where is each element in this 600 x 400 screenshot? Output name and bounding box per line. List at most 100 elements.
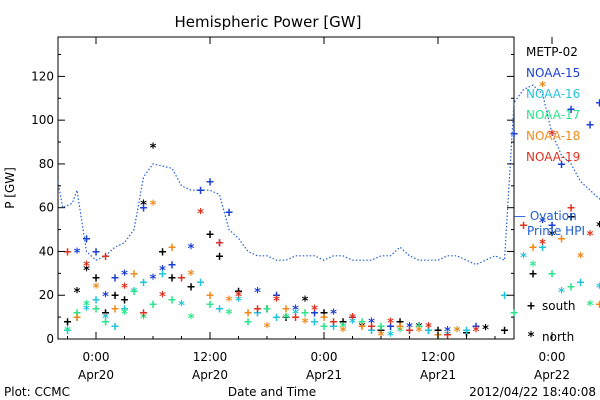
data-point: + <box>235 284 243 299</box>
data-point: * <box>83 303 91 318</box>
data-point: * <box>121 281 129 296</box>
data-point: + <box>149 297 157 312</box>
y-tick-label: 40 <box>39 244 54 258</box>
data-point: + <box>92 245 100 260</box>
data-point: + <box>73 311 81 326</box>
data-point: + <box>349 311 357 326</box>
data-point: * <box>149 141 157 156</box>
data-point: * <box>444 330 452 345</box>
x-tick-date: Apr22 <box>534 368 570 382</box>
data-point: * <box>415 321 423 336</box>
data-point: + <box>377 319 385 334</box>
data-point: + <box>425 324 433 339</box>
series-noaa-19: +*+*+*+*+*+*+*+*+*+*+*+**+*+*+*+* <box>64 128 595 343</box>
legend-entry: NOAA-19 <box>526 150 580 164</box>
data-point: * <box>159 290 167 305</box>
data-point: + <box>140 306 148 321</box>
data-point: + <box>273 289 281 304</box>
legend-entry: NOAA-16 <box>526 87 580 101</box>
data-point: * <box>282 312 290 327</box>
data-point: + <box>444 328 452 343</box>
data-point: * <box>548 229 556 244</box>
data-point: * <box>453 325 461 340</box>
data-point: * <box>387 330 395 345</box>
data-point: * <box>520 251 528 266</box>
data-point: * <box>349 316 357 331</box>
legend-entry: METP-02 <box>526 45 578 59</box>
data-point: + <box>311 306 319 321</box>
data-point: + <box>282 311 290 326</box>
data-point: + <box>64 324 72 339</box>
data-point: * <box>539 238 547 253</box>
y-tick-label: 60 <box>39 201 54 215</box>
data-point: + <box>330 315 338 330</box>
data-point: + <box>102 306 110 321</box>
data-point: * <box>529 260 537 275</box>
data-point: + <box>320 306 328 321</box>
y-tick-label: 0 <box>46 332 54 346</box>
data-point: + <box>558 157 566 172</box>
data-point: + <box>111 302 119 317</box>
data-point: * <box>586 299 594 314</box>
points-layer: +**++++**++++++++*++*++*++*++*+*++*+*++*… <box>64 80 600 345</box>
data-point: * <box>121 308 129 323</box>
data-point: * <box>178 299 186 314</box>
data-point: + <box>434 324 442 339</box>
legend: METP-02 NOAA-15 NOAA-16 NOAA-17 NOAA-18 NOAA-… <box>526 45 580 164</box>
data-point: * <box>339 325 347 340</box>
data-point: + <box>83 232 91 247</box>
data-point: * <box>415 325 423 340</box>
marker-label: north <box>542 330 574 344</box>
ovation-layer <box>57 84 600 266</box>
data-point: * <box>225 295 233 310</box>
data-point: + <box>187 280 195 295</box>
data-point: * <box>387 316 395 331</box>
data-point: * <box>292 303 300 318</box>
data-point: * <box>558 286 566 301</box>
data-point: + <box>396 319 404 334</box>
data-point: + <box>216 236 224 251</box>
chart-title: Hemispheric Power [GW] <box>175 13 362 31</box>
data-point: * <box>235 290 243 305</box>
data-point: + <box>396 315 404 330</box>
series-noaa-17: *+*++*+*++*+*++*++*++*++*+*++*+*+*+* <box>64 260 595 344</box>
data-point: + <box>168 293 176 308</box>
data-point: + <box>320 311 328 326</box>
data-point: * <box>349 312 357 327</box>
data-point: * <box>92 281 100 296</box>
x-tick-time: 12:00 <box>421 350 456 364</box>
data-point: + <box>501 289 509 304</box>
data-point: + <box>102 249 110 264</box>
data-point: * <box>102 290 110 305</box>
data-point: + <box>197 276 205 291</box>
data-point: + <box>159 245 167 260</box>
data-point: + <box>463 324 471 339</box>
data-point: * <box>140 198 148 213</box>
data-point: + <box>529 241 537 256</box>
x-axis: 0:00 Apr20 12:00 Apr20 0:00 Apr21 12:00 Apr21 0:… <box>67 37 570 382</box>
data-point: + <box>368 324 376 339</box>
data-point: + <box>377 324 385 339</box>
x-tick-date: Apr20 <box>192 368 228 382</box>
data-point: * <box>64 325 72 340</box>
data-point: + <box>168 258 176 273</box>
data-point: * <box>73 246 81 261</box>
data-point: * <box>235 295 243 310</box>
data-point: + <box>567 280 575 295</box>
data-point: + <box>529 267 537 282</box>
data-point: * <box>539 216 547 231</box>
legend-entry: NOAA-17 <box>526 108 580 122</box>
data-point: * <box>197 207 205 222</box>
data-point: + <box>225 206 233 221</box>
data-point: + <box>216 302 224 317</box>
x-tick-time: 0:00 <box>539 350 566 364</box>
data-point: * <box>130 286 138 301</box>
data-point: * <box>472 325 480 340</box>
y-axis-label: P [GW] <box>3 167 17 209</box>
data-point: + <box>92 302 100 317</box>
data-point: * <box>187 242 195 257</box>
data-point: + <box>358 319 366 334</box>
data-point: + <box>596 297 600 312</box>
data-point: + <box>73 306 81 321</box>
data-point: + <box>558 232 566 247</box>
